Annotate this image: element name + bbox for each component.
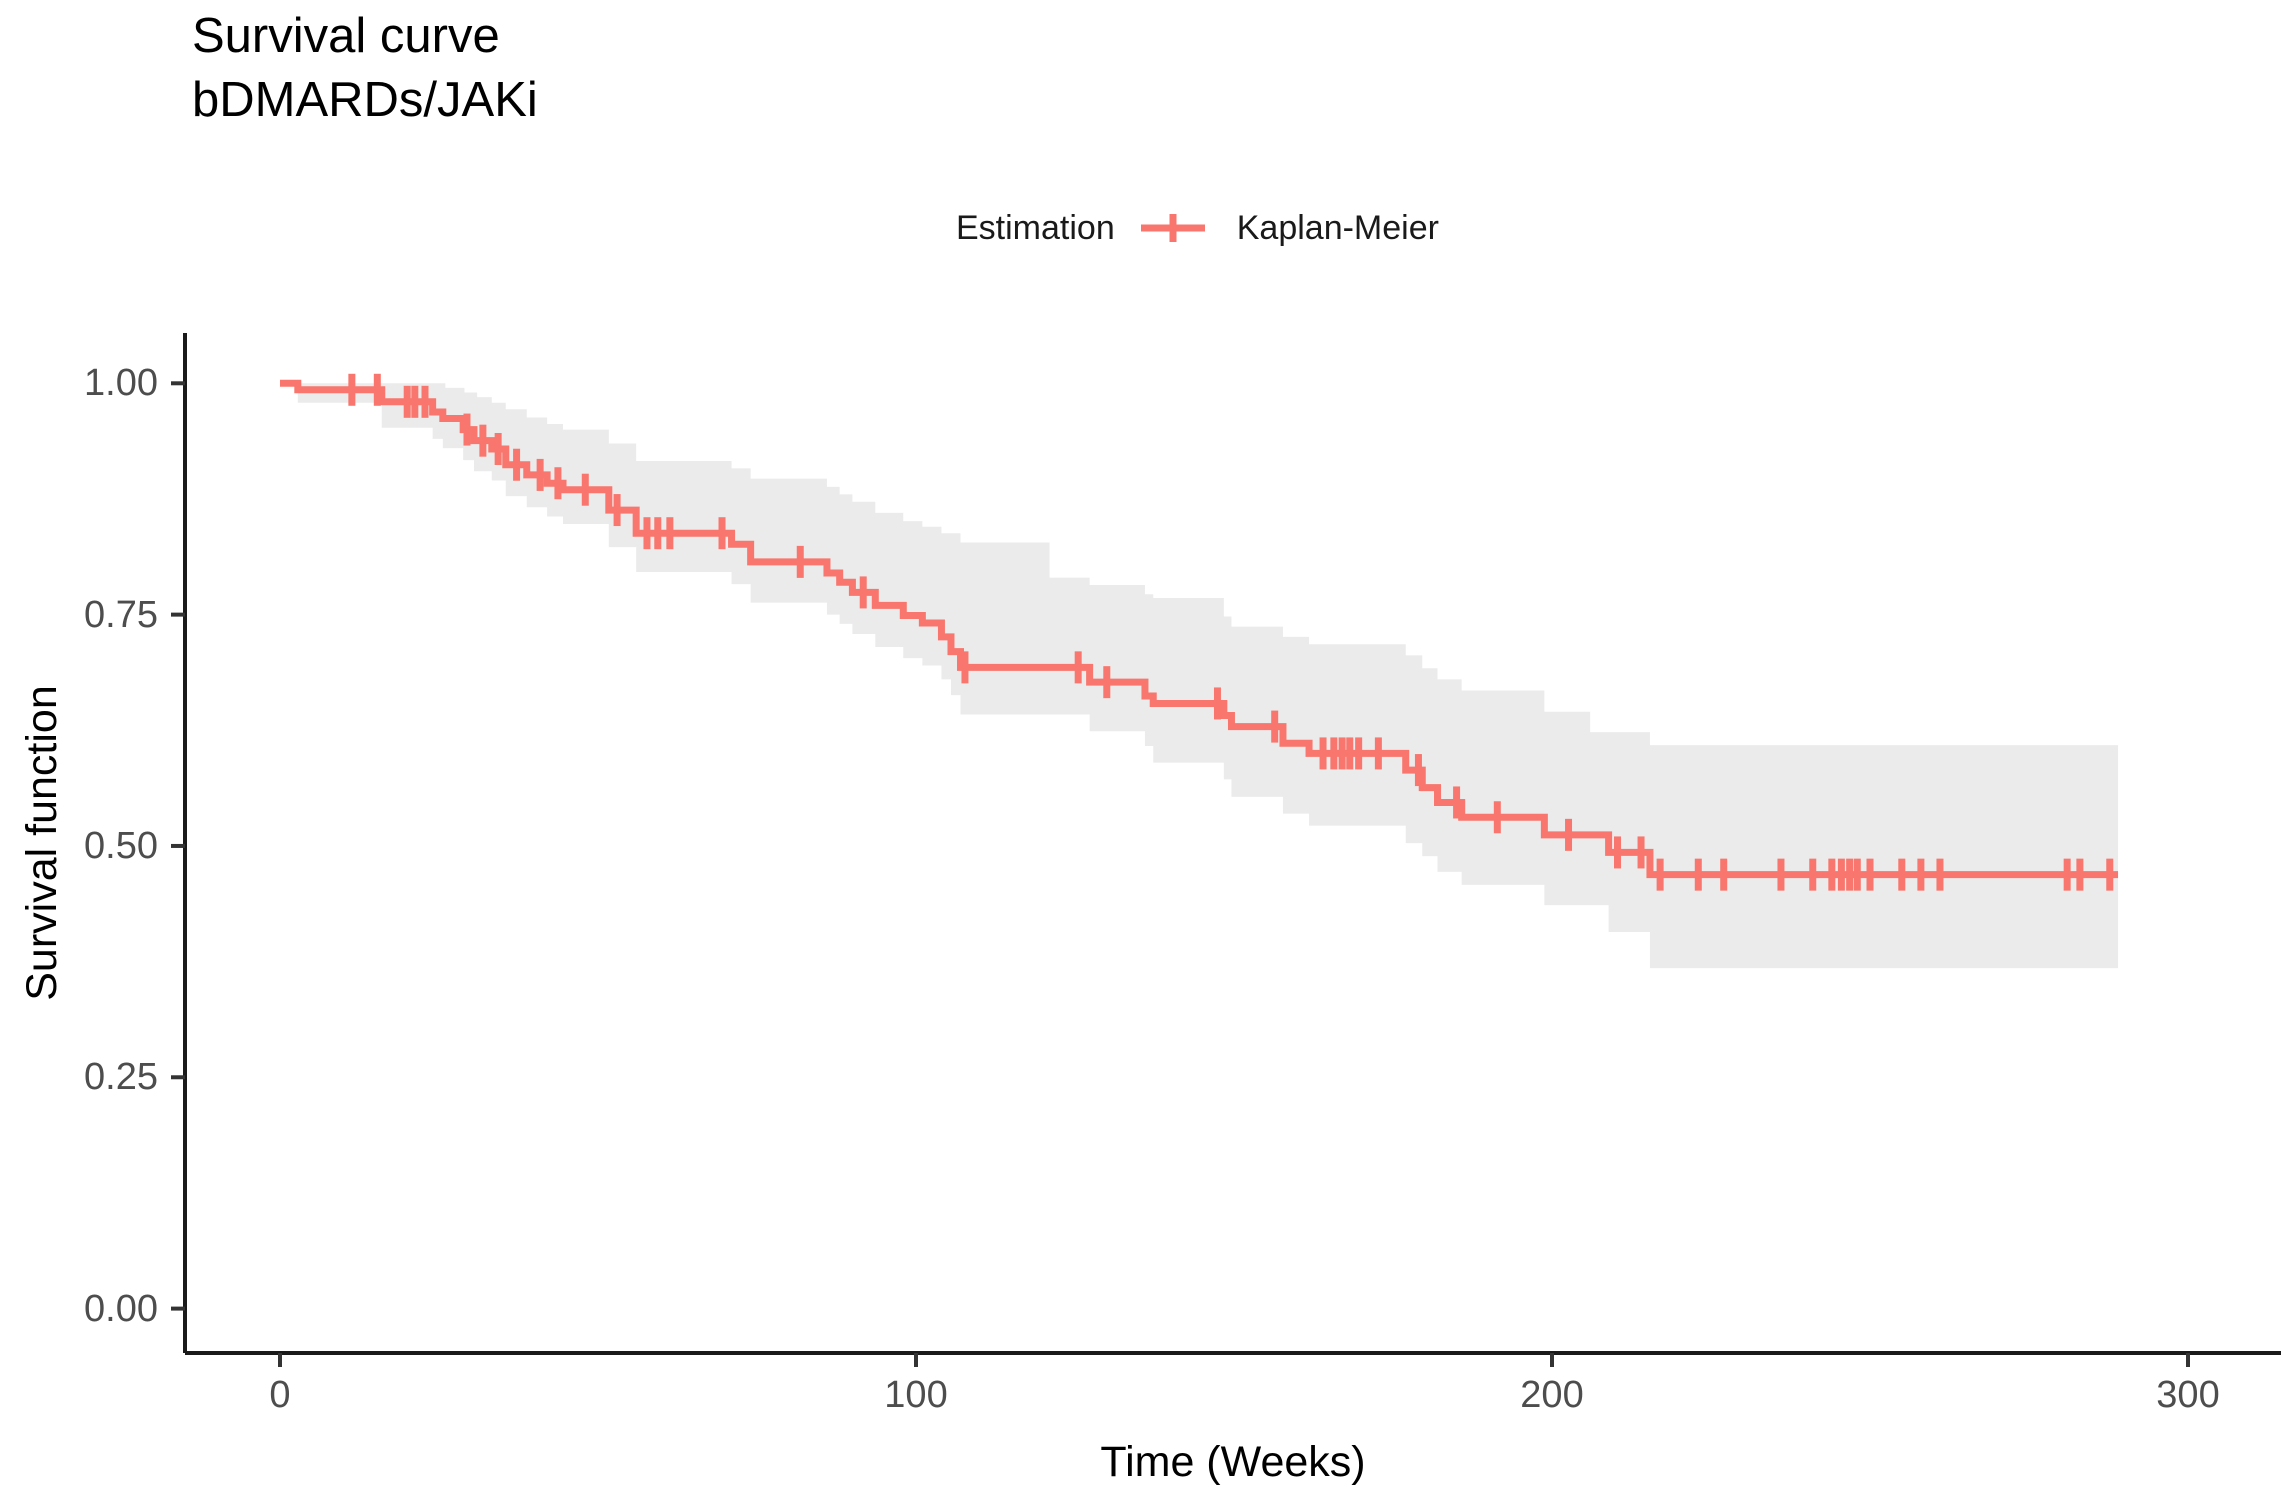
censor-mark-icon bbox=[2106, 858, 2114, 891]
censor-mark-icon bbox=[1853, 858, 1861, 891]
censor-mark-icon bbox=[613, 494, 621, 527]
censor-mark-icon bbox=[411, 385, 419, 418]
legend-title: Estimation bbox=[956, 208, 1115, 247]
censor-mark-icon bbox=[1694, 858, 1702, 891]
y-tick-label: 1.00 bbox=[84, 362, 158, 405]
censor-mark-icon bbox=[1637, 836, 1645, 869]
y-tick-label: 0.75 bbox=[84, 593, 158, 636]
y-tick-label: 0.25 bbox=[84, 1056, 158, 1099]
x-tick-label: 300 bbox=[2156, 1374, 2220, 1416]
confidence-ribbon bbox=[280, 383, 2119, 969]
chart-title-line2: bDMARDs/JAKi bbox=[192, 73, 538, 127]
x-tick-label: 200 bbox=[1520, 1374, 1584, 1416]
censor-mark-icon bbox=[554, 467, 562, 500]
censor-mark-icon bbox=[373, 373, 381, 406]
chart-title-line1: Survival curve bbox=[192, 9, 500, 63]
censor-mark-icon bbox=[1374, 737, 1382, 770]
censor-mark-icon bbox=[654, 517, 662, 550]
censor-mark-icon bbox=[1565, 818, 1573, 851]
chart-title: Survival curve bDMARDs/JAKi bbox=[192, 4, 538, 132]
censor-mark-icon bbox=[1828, 858, 1836, 891]
censor-mark-icon bbox=[581, 473, 589, 506]
censor-mark-icon bbox=[1319, 737, 1327, 770]
censor-mark-icon bbox=[1493, 801, 1501, 834]
censor-mark-icon bbox=[1414, 754, 1422, 787]
censor-mark-icon bbox=[1837, 858, 1845, 891]
censor-mark-icon bbox=[513, 448, 521, 481]
censor-mark-icon bbox=[1074, 651, 1082, 684]
censor-mark-icon bbox=[643, 517, 651, 550]
km-line-plus-icon bbox=[1140, 214, 1205, 242]
censor-mark-icon bbox=[1355, 737, 1363, 770]
legend-entry-kaplan-meier: Kaplan-Meier bbox=[1236, 208, 1439, 247]
censor-mark-icon bbox=[403, 385, 411, 418]
censor-mark-icon bbox=[1614, 836, 1622, 869]
censor-mark-icon bbox=[1936, 858, 1944, 891]
censor-mark-icon bbox=[348, 373, 356, 406]
censor-mark-icon bbox=[536, 458, 544, 491]
x-axis-title: Time (Weeks) bbox=[1100, 1438, 1366, 1486]
censor-mark-icon bbox=[718, 517, 726, 550]
censor-mark-icon bbox=[1656, 858, 1664, 891]
censor-mark-icon bbox=[494, 432, 502, 465]
censor-mark-icon bbox=[1720, 858, 1728, 891]
censor-mark-icon bbox=[2076, 858, 2084, 891]
censor-mark-icon bbox=[796, 545, 804, 578]
y-tick-label: 0.50 bbox=[84, 824, 158, 867]
censor-mark-icon bbox=[1346, 737, 1354, 770]
censor-mark-icon bbox=[1898, 858, 1906, 891]
censor-mark-icon bbox=[1846, 858, 1854, 891]
censor-mark-icon bbox=[961, 651, 969, 684]
censor-mark-icon bbox=[421, 385, 429, 418]
y-tick-label: 0.00 bbox=[84, 1287, 158, 1330]
censor-mark-icon bbox=[1866, 858, 1874, 891]
km-curve bbox=[280, 379, 2119, 879]
censor-mark-icon bbox=[1213, 687, 1221, 720]
censor-mark-icon bbox=[1453, 786, 1461, 819]
censor-mark-icon bbox=[859, 576, 867, 609]
censor-mark-icon bbox=[1103, 666, 1111, 699]
censor-mark-icon bbox=[1917, 858, 1925, 891]
censor-mark-icon bbox=[2063, 858, 2071, 891]
censor-mark-icon bbox=[666, 517, 674, 550]
censor-mark-icon bbox=[1809, 858, 1817, 891]
censor-mark-icon bbox=[1271, 710, 1279, 743]
censor-mark-icon bbox=[1330, 737, 1338, 770]
x-tick-label: 0 bbox=[269, 1374, 291, 1416]
censor-mark-icon bbox=[479, 424, 487, 457]
legend: Estimation Kaplan-Meier bbox=[956, 205, 1439, 251]
censor-mark-icon bbox=[1777, 858, 1785, 891]
censor-marks bbox=[348, 373, 2114, 891]
censor-mark-icon bbox=[463, 413, 471, 446]
x-tick-label: 100 bbox=[884, 1374, 948, 1416]
censor-mark-icon bbox=[1338, 737, 1346, 770]
